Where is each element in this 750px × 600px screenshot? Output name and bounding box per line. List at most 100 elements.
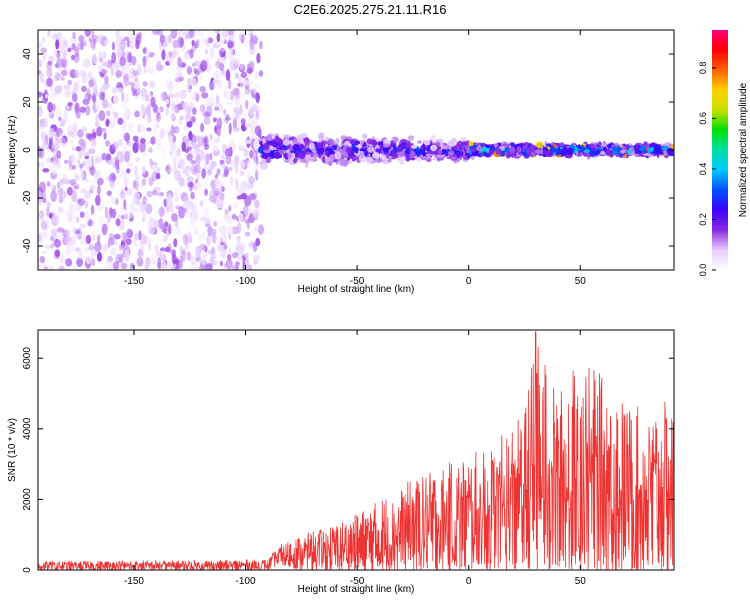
spectrogram-noise-cell — [236, 256, 243, 261]
spectrogram-noise-cell — [254, 116, 261, 121]
spectrogram-noise-cell — [202, 250, 208, 260]
spectrogram-noise-cell — [107, 59, 114, 69]
spectrogram-noise-cell — [75, 216, 80, 224]
spectrogram-noise-cell — [165, 108, 169, 116]
spectrogram-noise-cell — [239, 33, 246, 42]
spectrogram-noise-cell — [42, 168, 50, 173]
spectrogram-noise-cell — [183, 124, 188, 131]
spectrogram-noise-cell — [50, 190, 57, 203]
spectrogram-noise-cell — [215, 180, 223, 192]
spectrogram-signal-cell — [460, 137, 468, 142]
spectrogram-noise-cell — [142, 56, 147, 68]
spectrogram-noise-cell — [253, 242, 258, 253]
spectrogram-noise-cell — [101, 99, 109, 109]
spectrogram-noise-cell — [134, 242, 141, 247]
spectrogram-noise-cell — [156, 112, 161, 123]
spectrogram-noise-cell — [168, 224, 172, 235]
snr-panel: -150 -100 -50 0 50 0 2000 4000 6000 Height of s… — [7, 329, 675, 595]
spectrogram-noise-cell — [145, 257, 151, 268]
spectrogram-signal-cell — [577, 144, 581, 149]
spectrogram-noise-cell — [84, 190, 91, 200]
spectrogram-noise-cell — [150, 96, 156, 108]
spectrogram-noise-cell — [104, 39, 110, 46]
spectrogram-noise-cell — [51, 209, 56, 216]
spectrogram-signal-cell — [289, 140, 294, 145]
spectrogram-noise-cell — [252, 36, 258, 45]
spectrogram-noise-cell — [221, 30, 229, 38]
spectrogram-signal-cell — [495, 148, 502, 155]
spectrogram-noise-cell — [142, 166, 146, 175]
spectrogram-signal-cell — [562, 146, 568, 153]
spectrogram-noise-cell — [201, 92, 209, 99]
spectrogram-noise-cell — [54, 85, 62, 95]
spectrogram-noise-cell — [152, 189, 158, 196]
spectrogram-noise-cell — [54, 105, 62, 117]
spectrogram-noise-cell — [97, 203, 104, 212]
spectrogram-noise-cell — [157, 257, 162, 269]
spectrogram-signal-cell — [476, 145, 482, 152]
spectrogram-noise-cell — [41, 231, 49, 240]
spectrogram-signal-cell — [620, 149, 626, 154]
spectrogram-noise-cell — [145, 49, 151, 58]
spectrogram-signal-cell — [416, 157, 422, 162]
spectrogram-signal-cell — [431, 157, 438, 161]
spectrogram-noise-cell — [230, 90, 234, 101]
spectrogram-noise-cell — [54, 72, 61, 81]
spectrogram-noise-cell — [194, 172, 201, 180]
spectrogram-noise-cell — [167, 34, 173, 44]
spectrogram-signal-cell — [441, 148, 447, 153]
spectrogram-noise-cell — [152, 30, 160, 36]
spectrogram-noise-cell — [106, 110, 111, 117]
spectrogram-noise-cell — [200, 122, 205, 133]
spectrogram-noise-cell — [223, 35, 227, 44]
spectrogram-signal-cell — [273, 151, 281, 159]
spectrogram-noise-cell — [178, 177, 185, 187]
spectrogram-noise-cell — [137, 248, 144, 258]
spectrogram-noise-cell — [255, 92, 260, 104]
spectrogram-noise-cell — [123, 177, 129, 188]
spectrogram-noise-cell — [170, 124, 175, 137]
spectrogram-noise-cell — [215, 235, 222, 246]
spectrogram-signal-cell — [555, 151, 560, 156]
spectrogram-signal-cell — [489, 145, 495, 150]
spectrogram-noise-cell — [122, 119, 126, 131]
spectrogram-noise-cell — [196, 38, 200, 46]
spectrogram-noise-cell — [167, 166, 173, 174]
spectrogram-noise-cell — [59, 206, 63, 213]
spectrogram-signal-cell — [566, 147, 574, 154]
spectrogram-noise-cell — [174, 91, 181, 99]
spectrogram-signal-cell — [423, 156, 429, 161]
spectrogram-signal-cell — [410, 144, 419, 149]
spectrogram-noise-cell — [134, 110, 140, 118]
spectrogram-noise-cell — [149, 227, 156, 235]
spectrogram-noise-cell — [42, 50, 47, 61]
spectrogram-noise-cell — [101, 153, 107, 161]
spectrogram-noise-cell — [40, 47, 47, 54]
spectrogram-signal-cell — [352, 156, 359, 161]
spectrogram-noise-cell — [91, 30, 95, 38]
spectrogram-noise-cell — [242, 204, 249, 217]
spectrogram-noise-cell — [205, 99, 209, 108]
spectrogram-signal-cell — [548, 152, 554, 157]
spectrogram-noise-cell — [101, 69, 108, 74]
spectrogram-noise-cell — [102, 61, 108, 67]
spectrogram-noise-cell — [117, 138, 123, 147]
spectrogram-noise-cell — [38, 91, 42, 98]
spectrogram-noise-cell — [69, 179, 77, 186]
spectrogram-noise-cell — [73, 185, 79, 190]
spectrogram-noise-cell — [38, 233, 42, 243]
spectrogram-noise-cell — [61, 210, 68, 215]
spectrogram-noise-cell — [121, 65, 126, 74]
spectrogram-noise-cell — [75, 80, 82, 86]
spectrogram-noise-cell — [63, 111, 68, 119]
spectrogram-noise-cell — [46, 114, 51, 124]
spectrogram-noise-cell — [134, 138, 139, 150]
spectrogram-noise-cell — [98, 110, 106, 122]
spectrogram-noise-cell — [233, 126, 240, 133]
spectrogram-noise-cell — [44, 265, 48, 270]
spectrogram-noise-cell — [186, 230, 193, 238]
spectrogram-noise-cell — [108, 233, 115, 241]
spectrogram-noise-cell — [68, 245, 74, 253]
spectrogram-noise-cell — [143, 68, 147, 74]
spectrogram-noise-cell — [119, 170, 127, 178]
